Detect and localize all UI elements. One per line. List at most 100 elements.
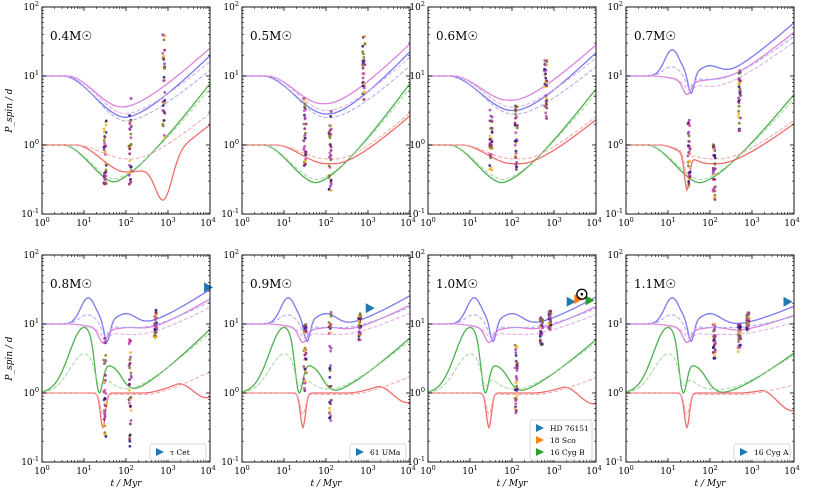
cluster-star	[154, 313, 158, 317]
cluster-star	[713, 173, 717, 177]
x-tick-label: 104	[200, 464, 216, 477]
cluster-star	[711, 346, 715, 349]
series-line-6	[42, 124, 210, 201]
cluster-star	[358, 330, 361, 334]
cluster-star	[329, 149, 333, 152]
cluster-star	[129, 374, 133, 378]
cluster-star	[302, 122, 306, 126]
y-tick-label: 101	[607, 69, 623, 82]
x-tick-label: 102	[318, 464, 334, 477]
x-tick-label: 100	[618, 216, 634, 229]
series-line-0	[428, 296, 596, 343]
cluster-star	[329, 331, 333, 335]
cluster-star	[711, 171, 715, 175]
cluster-star	[163, 62, 166, 66]
legend: τ Cet	[149, 443, 207, 461]
cluster-star	[329, 398, 333, 402]
series-line-4	[626, 94, 794, 184]
x-tick-label: 100	[34, 464, 50, 477]
cluster-star	[711, 143, 715, 147]
cluster-star	[103, 178, 107, 182]
cluster-star	[303, 117, 307, 121]
cluster-star	[549, 309, 553, 313]
cluster-star	[737, 109, 740, 113]
cluster-star	[163, 48, 167, 52]
cluster-star	[129, 125, 133, 129]
cluster-star	[361, 44, 365, 48]
cluster-star	[738, 323, 742, 327]
cluster-star	[712, 338, 716, 341]
cluster-star	[104, 359, 108, 362]
legend-marker	[740, 448, 748, 456]
cluster-star	[104, 392, 108, 395]
cluster-star	[329, 384, 333, 388]
x-tick-label: 100	[34, 216, 50, 229]
cluster-star	[162, 75, 166, 79]
y-tick-label: 101	[23, 69, 39, 82]
star-marker-1	[574, 294, 584, 305]
cluster-star	[687, 145, 691, 149]
series-line-7	[428, 116, 596, 160]
cluster-star	[514, 149, 518, 153]
cluster-star	[544, 96, 548, 99]
cluster-star	[104, 161, 108, 165]
cluster-star	[515, 126, 519, 130]
cluster-star	[162, 66, 166, 69]
cluster-star	[513, 143, 517, 147]
cluster-star	[514, 411, 518, 415]
cluster-star	[104, 435, 108, 438]
cluster-star	[104, 373, 107, 377]
x-tick-label: 102	[504, 464, 520, 477]
series-line-0	[42, 288, 210, 343]
cluster-star	[303, 127, 307, 130]
cluster-star	[104, 119, 108, 123]
y-tick-label: 10-1	[221, 455, 239, 468]
y-tick-label: 101	[607, 317, 623, 330]
legend-label: 16 Cyg B	[550, 448, 585, 457]
series-line-5	[242, 340, 410, 393]
cluster-star	[303, 389, 307, 392]
cluster-star	[548, 314, 551, 318]
cluster-star	[129, 177, 133, 181]
series-line-6	[428, 119, 596, 165]
series-line-2	[242, 65, 410, 118]
cluster-star	[488, 134, 492, 138]
cluster-star	[303, 136, 307, 140]
cluster-star	[103, 414, 107, 417]
cluster-star	[328, 375, 332, 379]
cluster-star	[544, 94, 548, 97]
cluster-star	[514, 409, 518, 413]
cluster-star	[357, 319, 361, 323]
series-line-5	[428, 341, 596, 393]
cluster-star	[329, 349, 332, 353]
cluster-star	[329, 325, 332, 329]
cluster-star	[362, 86, 366, 90]
y-tick-label: 10-1	[21, 455, 39, 468]
cluster-star	[687, 164, 690, 168]
cluster-star	[363, 42, 367, 46]
cluster-star	[739, 79, 742, 83]
cluster-star	[303, 144, 306, 148]
x-tick-label: 101	[276, 464, 292, 477]
cluster-star	[302, 324, 306, 328]
cluster-star	[513, 366, 517, 370]
series-line-5	[626, 353, 794, 393]
cluster-star	[154, 322, 157, 326]
sun-symbol	[576, 288, 588, 300]
mass-label: 0.4M☉	[50, 29, 92, 43]
x-tick-label: 103	[360, 216, 376, 229]
cluster-star	[162, 38, 166, 42]
cluster-star	[713, 178, 717, 181]
cluster-star	[737, 115, 740, 119]
cluster-star	[304, 157, 307, 161]
cluster-star	[129, 142, 133, 146]
plot-area	[42, 33, 210, 201]
series-line-6	[242, 115, 410, 165]
y-tick-label: 100	[223, 386, 239, 399]
cluster-star	[515, 165, 518, 169]
x-tick-label: 101	[76, 216, 92, 229]
cluster-star	[128, 171, 132, 175]
series-line-1	[242, 43, 410, 105]
